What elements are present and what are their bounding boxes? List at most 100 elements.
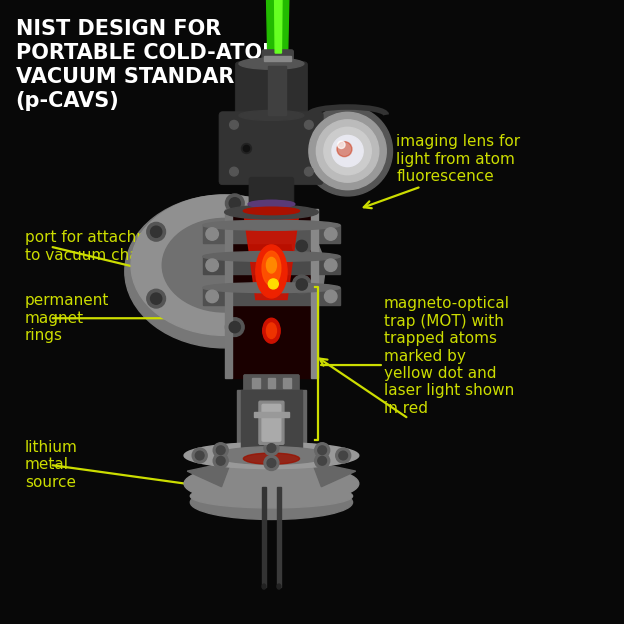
Bar xyxy=(268,66,286,115)
Circle shape xyxy=(305,167,313,176)
Polygon shape xyxy=(225,209,232,378)
Circle shape xyxy=(268,279,278,289)
Circle shape xyxy=(314,443,329,458)
Ellipse shape xyxy=(266,258,276,273)
Circle shape xyxy=(264,456,279,470)
Polygon shape xyxy=(203,288,340,305)
Ellipse shape xyxy=(248,200,295,208)
Circle shape xyxy=(229,198,240,209)
Circle shape xyxy=(332,135,363,167)
Polygon shape xyxy=(243,209,300,300)
Ellipse shape xyxy=(131,195,318,336)
Circle shape xyxy=(296,279,308,290)
FancyBboxPatch shape xyxy=(235,62,308,119)
Bar xyxy=(268,378,275,388)
Circle shape xyxy=(324,127,371,175)
Bar xyxy=(232,209,311,378)
Ellipse shape xyxy=(162,218,287,312)
Bar xyxy=(262,487,266,587)
Circle shape xyxy=(192,448,207,463)
Circle shape xyxy=(293,275,311,294)
Ellipse shape xyxy=(203,283,340,293)
FancyBboxPatch shape xyxy=(262,50,293,67)
Circle shape xyxy=(338,141,345,149)
Ellipse shape xyxy=(277,584,281,589)
Circle shape xyxy=(293,236,311,255)
Circle shape xyxy=(195,451,204,460)
Polygon shape xyxy=(311,209,318,378)
Circle shape xyxy=(213,443,228,458)
Polygon shape xyxy=(266,0,289,53)
Circle shape xyxy=(267,444,276,452)
Circle shape xyxy=(318,456,326,465)
FancyBboxPatch shape xyxy=(243,374,300,392)
Circle shape xyxy=(217,456,225,465)
Ellipse shape xyxy=(190,485,353,519)
Circle shape xyxy=(296,240,308,251)
FancyBboxPatch shape xyxy=(262,404,281,441)
Ellipse shape xyxy=(256,245,287,298)
Circle shape xyxy=(305,120,313,129)
Ellipse shape xyxy=(266,323,276,339)
Text: magneto-optical
trap (MOT) with
trapped atoms
marked by
yellow dot and
laser lig: magneto-optical trap (MOT) with trapped … xyxy=(384,296,514,416)
Circle shape xyxy=(316,120,379,182)
Circle shape xyxy=(337,142,352,157)
Text: lithium
metal
source: lithium metal source xyxy=(25,440,78,490)
Bar xyxy=(264,56,291,61)
Ellipse shape xyxy=(243,207,300,215)
Bar xyxy=(254,412,289,417)
Polygon shape xyxy=(203,256,340,274)
Circle shape xyxy=(230,120,238,129)
Circle shape xyxy=(318,446,326,455)
Circle shape xyxy=(324,259,337,271)
Ellipse shape xyxy=(203,220,340,230)
Ellipse shape xyxy=(239,58,304,69)
Bar xyxy=(283,378,291,388)
Circle shape xyxy=(267,459,276,467)
Circle shape xyxy=(147,290,165,308)
Ellipse shape xyxy=(184,463,359,504)
Circle shape xyxy=(314,453,329,468)
Circle shape xyxy=(243,145,250,152)
Ellipse shape xyxy=(262,584,266,589)
Polygon shape xyxy=(187,462,231,487)
Circle shape xyxy=(150,293,162,305)
Circle shape xyxy=(303,106,392,196)
Circle shape xyxy=(309,112,386,190)
Circle shape xyxy=(206,290,218,303)
Ellipse shape xyxy=(263,318,280,343)
Circle shape xyxy=(230,167,238,176)
FancyBboxPatch shape xyxy=(249,177,294,208)
FancyBboxPatch shape xyxy=(219,112,323,185)
Circle shape xyxy=(241,144,251,154)
Ellipse shape xyxy=(190,484,353,508)
Text: permanent
magnet
rings: permanent magnet rings xyxy=(25,293,109,343)
Circle shape xyxy=(339,451,348,460)
Circle shape xyxy=(225,318,244,336)
FancyBboxPatch shape xyxy=(259,401,284,444)
Circle shape xyxy=(264,441,279,456)
Circle shape xyxy=(229,321,240,333)
Ellipse shape xyxy=(248,200,295,214)
Bar xyxy=(277,487,281,587)
Circle shape xyxy=(206,259,218,271)
Ellipse shape xyxy=(184,442,359,469)
Ellipse shape xyxy=(243,453,300,464)
Circle shape xyxy=(206,228,218,240)
Text: imaging lens for
light from atom
fluorescence: imaging lens for light from atom fluores… xyxy=(396,134,520,184)
Polygon shape xyxy=(312,462,356,487)
Circle shape xyxy=(336,448,351,463)
Circle shape xyxy=(213,453,228,468)
Bar xyxy=(241,390,302,456)
Circle shape xyxy=(324,290,337,303)
Ellipse shape xyxy=(239,110,304,120)
Circle shape xyxy=(150,226,162,237)
Ellipse shape xyxy=(262,251,281,286)
Polygon shape xyxy=(203,225,340,243)
Polygon shape xyxy=(275,0,282,53)
Ellipse shape xyxy=(225,205,318,219)
Bar xyxy=(270,402,273,443)
Ellipse shape xyxy=(203,251,340,261)
Circle shape xyxy=(324,228,337,240)
Text: NIST DESIGN FOR
PORTABLE COLD-ATOM
VACUUM STANDARD
(p-CAVS): NIST DESIGN FOR PORTABLE COLD-ATOM VACUU… xyxy=(16,19,283,110)
